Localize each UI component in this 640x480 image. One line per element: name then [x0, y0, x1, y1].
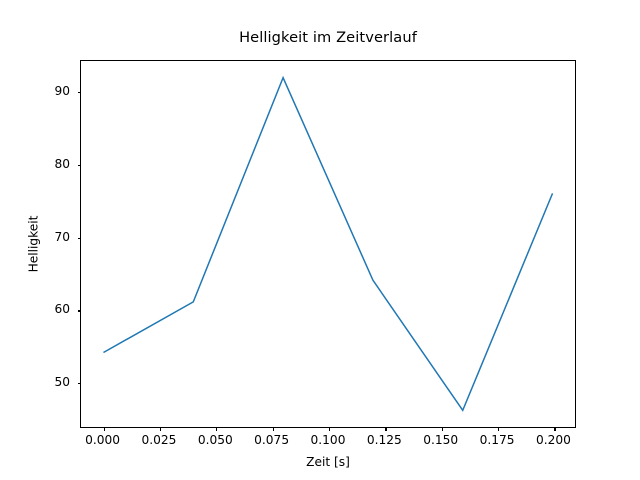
- x-axis-label: Zeit [s]: [306, 455, 350, 469]
- x-tick-label: 0.050: [197, 433, 233, 447]
- y-tick-label-text: 60: [54, 302, 70, 317]
- y-tick-mark: [77, 92, 81, 94]
- y-axis-label-text: Helligkeit: [26, 215, 40, 273]
- x-tick-mark: [441, 427, 443, 431]
- y-tick-label-text: 90: [54, 84, 70, 99]
- plot-axes: [77, 60, 576, 431]
- line-plot-svg: [81, 61, 575, 427]
- y-tick-label: 50: [54, 375, 86, 389]
- y-tick-mark: [77, 237, 81, 239]
- x-tick-label: 0.125: [366, 433, 402, 447]
- x-tick-mark: [329, 427, 331, 431]
- y-tick-label: 90: [54, 84, 86, 98]
- y-tick-label: 80: [54, 157, 86, 171]
- x-tick-mark: [498, 427, 500, 431]
- y-axis-label: Helligkeit: [22, 60, 44, 428]
- y-tick-mark: [77, 310, 81, 312]
- x-tick-label: 0.175: [479, 433, 515, 447]
- y-tick-label: 70: [54, 230, 86, 244]
- y-tick-mark: [77, 165, 81, 167]
- x-tick-label: 0.000: [85, 433, 120, 447]
- x-tick-label: 0.100: [310, 433, 346, 447]
- x-tick-mark: [272, 427, 274, 431]
- x-tick-mark: [103, 427, 105, 431]
- x-tick-mark: [216, 427, 218, 431]
- y-tick-label-text: 70: [54, 229, 70, 244]
- x-tick-mark: [159, 427, 162, 431]
- x-tick-label: 0.075: [254, 433, 290, 447]
- x-tick-mark: [385, 427, 387, 431]
- x-tick-label: 0.200: [535, 433, 571, 447]
- x-tick-label: 0.150: [423, 433, 459, 447]
- y-tick-label-text: 50: [54, 375, 70, 390]
- data-series-line: [103, 78, 552, 411]
- chart-title: Helligkeit im Zeitverlauf: [239, 29, 417, 46]
- y-tick-label: 60: [54, 302, 86, 316]
- y-tick-mark: [77, 383, 81, 385]
- y-tick-label-text: 80: [54, 157, 70, 171]
- x-tick-mark: [554, 427, 556, 431]
- x-tick-label: 0.025: [141, 433, 177, 447]
